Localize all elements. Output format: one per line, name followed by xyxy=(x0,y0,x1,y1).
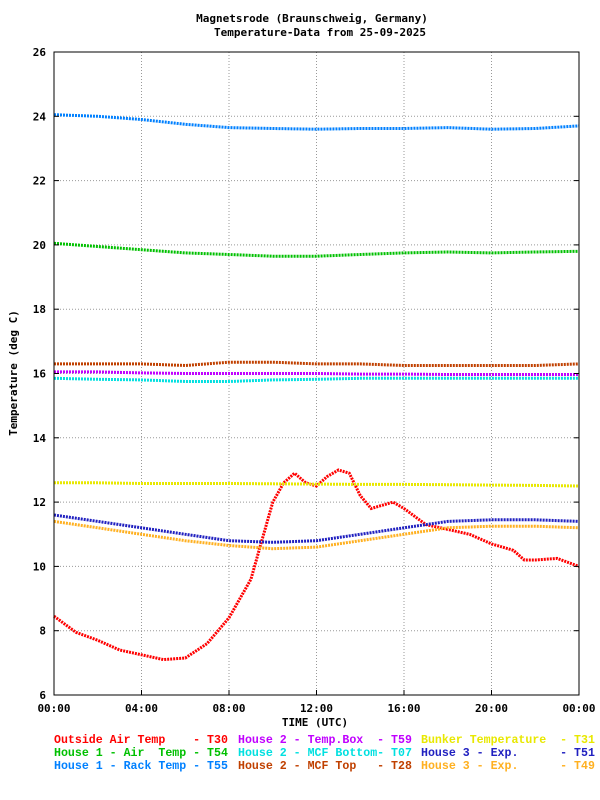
series-line-2 xyxy=(53,113,580,131)
series-lines xyxy=(53,113,580,662)
legend-entry: House 3 - Exp. - T51 xyxy=(421,747,595,760)
legend-entry: Bunker Temperature - T31 xyxy=(421,734,595,747)
y-axis-label: Temperature (deg C) xyxy=(7,310,20,436)
y-tick-label: 18 xyxy=(33,303,46,316)
series-line-1 xyxy=(53,241,580,258)
y-tick-label: 20 xyxy=(33,239,46,252)
y-tick-label: 12 xyxy=(33,496,46,509)
y-tick-label: 22 xyxy=(33,175,46,188)
legend-entry: House 2 - Temp.Box - T59 xyxy=(238,734,412,747)
y-tick-label: 14 xyxy=(33,432,47,445)
chart-subtitle: Temperature-Data from 25-09-2025 xyxy=(214,26,426,39)
legend-entry: House 3 - Exp. - T49 xyxy=(421,760,595,773)
x-tick-label: 20:00 xyxy=(475,702,508,715)
x-tick-label: 00:00 xyxy=(37,702,70,715)
y-tick-label: 6 xyxy=(39,689,46,702)
x-axis-label: TIME (UTC) xyxy=(282,716,348,729)
legend-entry: House 1 - Rack Temp - T55 xyxy=(54,760,228,773)
legend-entry: Outside Air Temp - T30 xyxy=(54,734,228,747)
y-tick-label: 24 xyxy=(33,110,47,123)
y-tick-label: 26 xyxy=(33,46,47,59)
x-tick-label: 16:00 xyxy=(387,702,420,715)
y-tick-label: 8 xyxy=(39,625,46,638)
legend-entry: House 2 - MCF Top - T28 xyxy=(238,760,412,773)
x-tick-label: 12:00 xyxy=(300,702,333,715)
series-line-5 xyxy=(54,360,580,368)
series-line-4 xyxy=(53,376,579,383)
series-line-0 xyxy=(53,468,580,662)
y-tick-label: 16 xyxy=(33,368,47,381)
y-tick-label: 10 xyxy=(33,560,46,573)
series-line-8 xyxy=(53,519,580,551)
series-line-3 xyxy=(54,370,579,376)
axis-ticks: 6 8 10 12 14 16 18 20 22 24 26 00:00 04:00 08:00 12:00… xyxy=(33,46,596,715)
series-line-6 xyxy=(54,481,580,488)
x-tick-label: 04:00 xyxy=(125,702,158,715)
chart-title: Magnetsrode (Braunschweig, Germany) xyxy=(196,12,428,25)
x-tick-label: 00:00 xyxy=(562,702,595,715)
series-line-7 xyxy=(53,513,580,544)
legend-entry: House 1 - Air Temp - T54 xyxy=(54,747,228,760)
legend-entry: House 2 - MCF Bottom- T07 xyxy=(238,747,412,760)
x-tick-label: 08:00 xyxy=(212,702,245,715)
